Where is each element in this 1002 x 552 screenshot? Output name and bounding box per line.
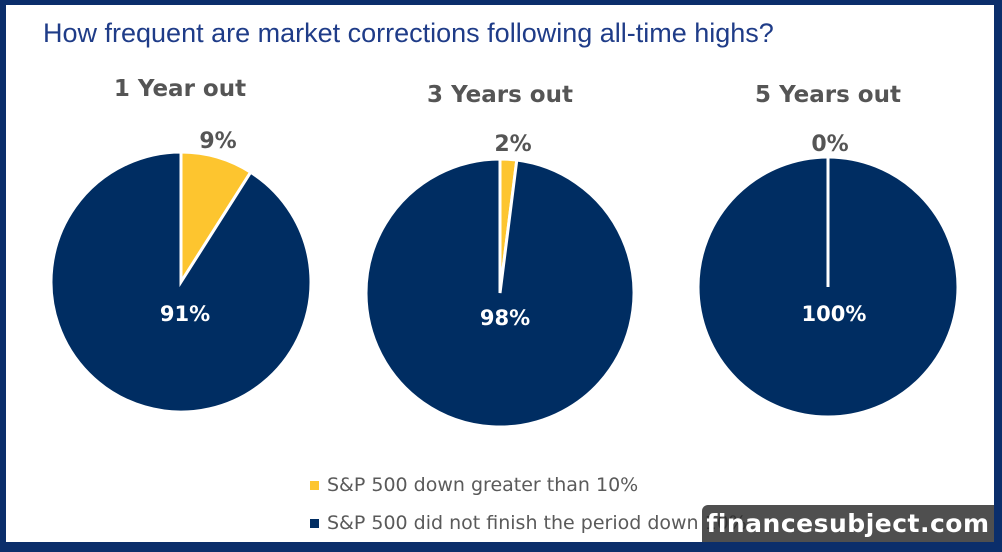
- pie-title-1-year: 1 Year out: [113, 76, 247, 102]
- pie-5-years-label-not-down: 100%: [802, 302, 867, 326]
- legend-label-not-down: S&P 500 did not finish the period down 1…: [327, 512, 747, 534]
- pie-3-years-label-not-down: 98%: [480, 306, 530, 330]
- legend-item-not-down: S&P 500 did not finish the period down 1…: [310, 504, 747, 542]
- legend-swatch-not-down: [310, 518, 319, 528]
- legend-swatch-down: [310, 480, 319, 490]
- pie-title-3-years: 3 Years out: [427, 82, 573, 108]
- pie-1-year-label-down: 9%: [199, 129, 236, 154]
- pie-1-year-label-not-down: 91%: [160, 302, 210, 326]
- pie-5-years-label-down: 0%: [811, 132, 848, 157]
- chart-title: How frequent are market corrections foll…: [43, 18, 774, 48]
- pie-title-5-years: 5 Years out: [755, 82, 901, 108]
- watermark: financesubject.com: [702, 505, 994, 542]
- pie-3-years-label-down: 2%: [494, 132, 531, 157]
- legend-item-down: S&P 500 down greater than 10%: [310, 466, 747, 504]
- pie-1-year-slice-not-down: [49, 150, 313, 414]
- legend-label-down: S&P 500 down greater than 10%: [327, 474, 639, 496]
- legend: S&P 500 down greater than 10% S&P 500 di…: [310, 466, 747, 542]
